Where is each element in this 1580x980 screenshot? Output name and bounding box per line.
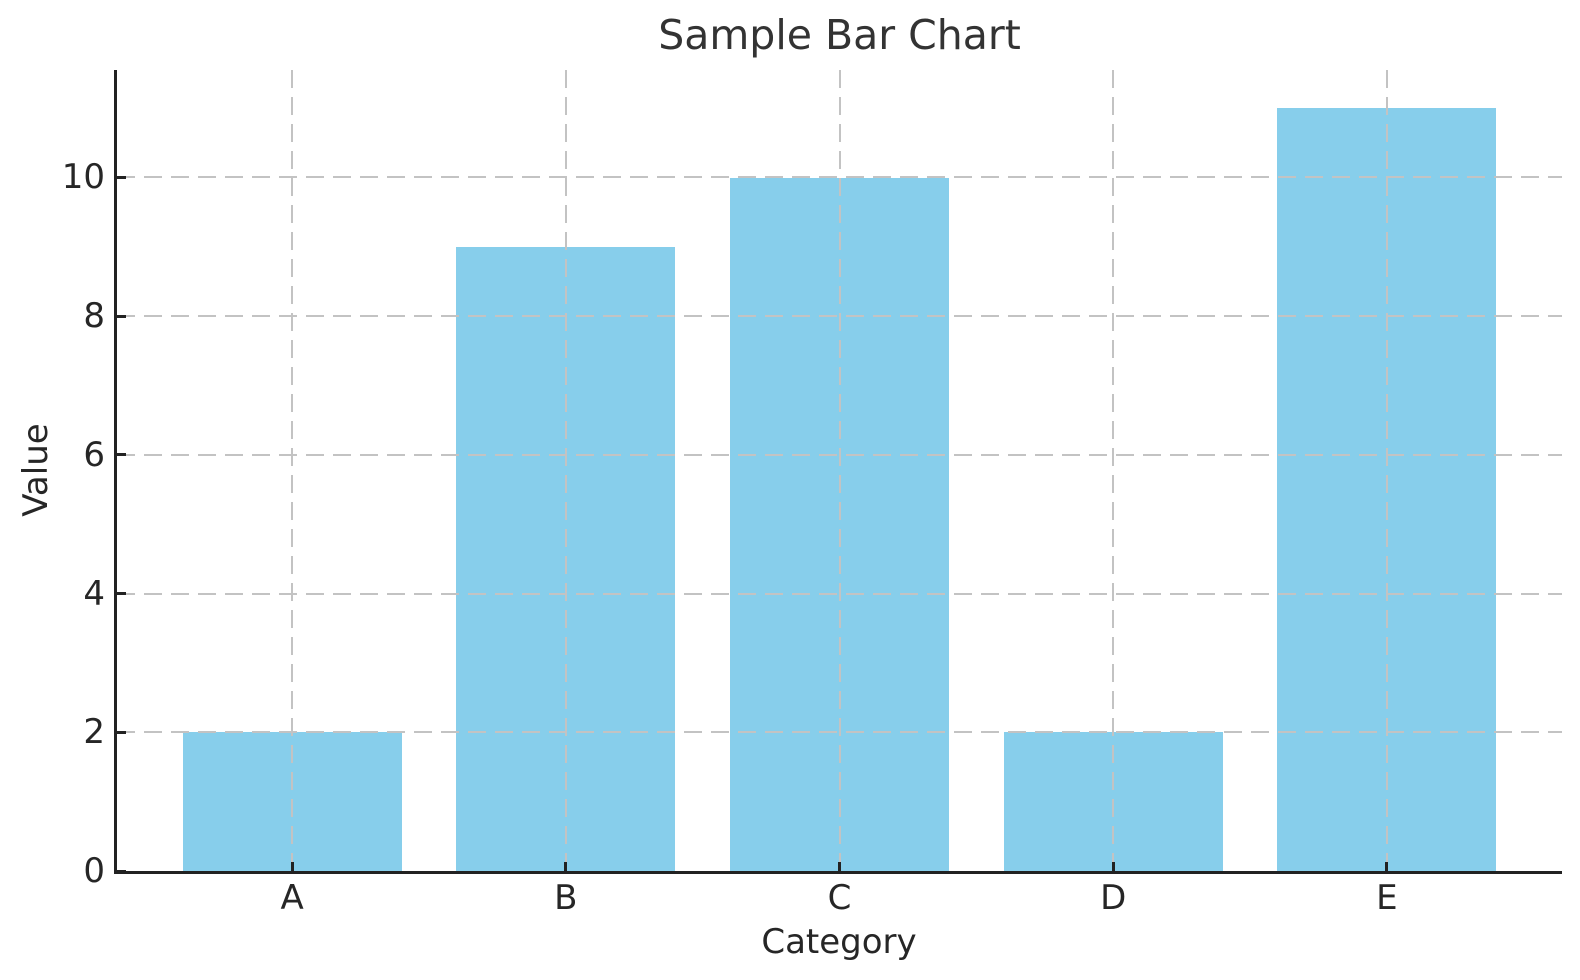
y-tick-label-6: 6 (83, 434, 105, 475)
x-tick-mark-A (290, 862, 294, 871)
y-tick-label-2: 2 (83, 712, 105, 753)
gridline-horizontal-10 (117, 176, 1562, 179)
x-tick-label-B: B (554, 878, 578, 918)
x-tick-label-E: E (1376, 878, 1398, 918)
gridline-horizontal-6 (117, 453, 1562, 456)
x-tick-label-A: A (280, 878, 304, 918)
gridline-horizontal-2 (117, 731, 1562, 734)
gridline-vertical-E (1385, 70, 1388, 871)
y-tick-mark-6 (117, 453, 126, 457)
y-tick-mark-0 (117, 869, 126, 873)
x-tick-mark-B (564, 862, 568, 871)
y-tick-label-8: 8 (83, 296, 105, 337)
x-axis-spine (114, 871, 1562, 874)
y-tick-mark-4 (117, 592, 126, 596)
gridline-vertical-A (291, 70, 294, 871)
plot-area (114, 70, 1562, 874)
y-tick-mark-2 (117, 730, 126, 734)
y-tick-label-10: 10 (61, 157, 105, 198)
x-axis-label: Category (761, 922, 917, 962)
y-tick-label-0: 0 (83, 851, 105, 891)
x-tick-mark-E (1385, 862, 1389, 871)
gridline-horizontal-4 (117, 592, 1562, 595)
x-tick-label-C: C (827, 878, 852, 918)
gridline-vertical-D (1112, 70, 1115, 871)
grid-layer (117, 70, 1562, 871)
y-tick-mark-8 (117, 314, 126, 318)
x-tick-label-D: D (1100, 878, 1127, 918)
y-axis-spine (114, 70, 117, 874)
gridline-vertical-B (564, 70, 567, 871)
gridline-vertical-C (838, 70, 841, 871)
chart-title: Sample Bar Chart (658, 11, 1021, 59)
y-tick-label-4: 4 (83, 573, 105, 614)
y-tick-mark-10 (117, 175, 126, 179)
gridline-horizontal-8 (117, 315, 1562, 318)
x-tick-mark-C (838, 862, 841, 871)
x-tick-mark-D (1111, 862, 1115, 871)
